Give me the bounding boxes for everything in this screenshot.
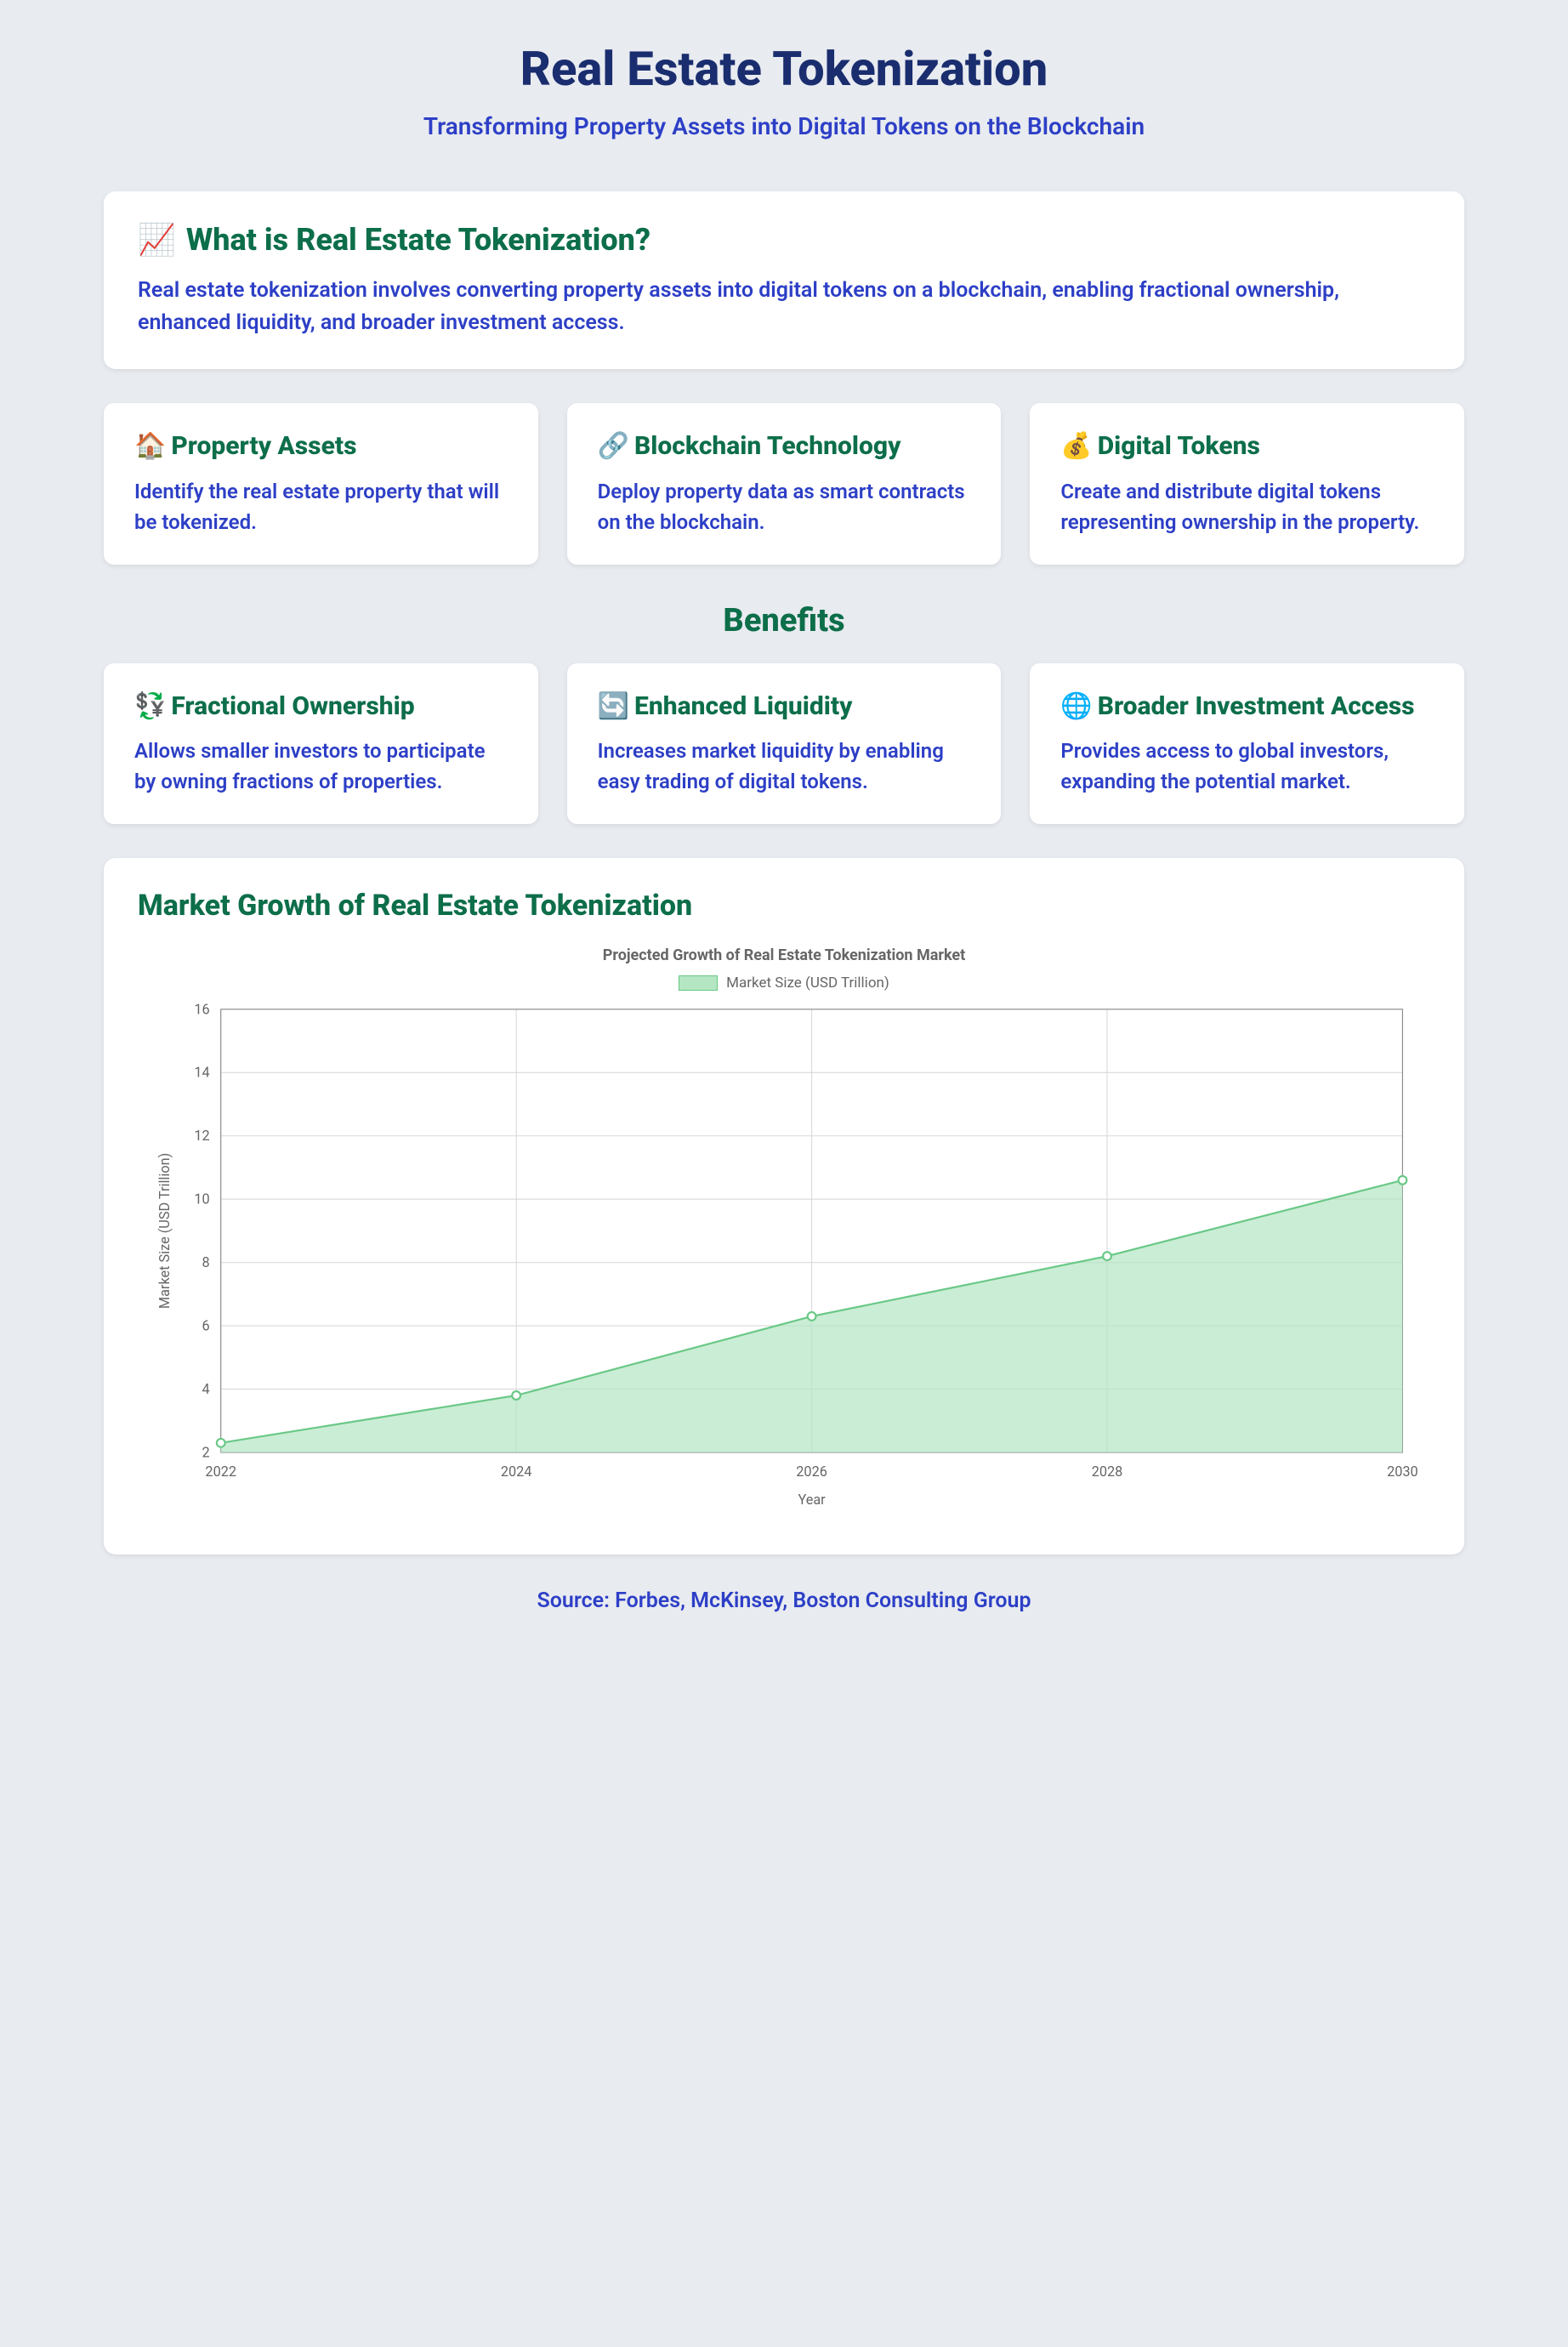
svg-text:4: 4 <box>202 1381 210 1397</box>
chart-card: Market Growth of Real Estate Tokenizatio… <box>104 858 1464 1554</box>
svg-text:2024: 2024 <box>501 1463 532 1480</box>
process-card-text: Create and distribute digital tokens rep… <box>1060 476 1434 537</box>
benefit-card-text: Provides access to global investors, exp… <box>1060 736 1434 797</box>
process-card-title: 🏠Property Assets <box>134 430 508 463</box>
svg-text:10: 10 <box>194 1191 209 1208</box>
svg-text:12: 12 <box>194 1128 209 1144</box>
benefit-card-text: Increases market liquidity by enabling e… <box>598 736 971 797</box>
page-subtitle: Transforming Property Assets into Digita… <box>104 112 1464 140</box>
svg-text:2026: 2026 <box>796 1463 827 1480</box>
chart-subtitle: Projected Growth of Real Estate Tokeniza… <box>138 946 1430 964</box>
process-grid: 🏠Property Assets Identify the real estat… <box>104 403 1464 565</box>
overview-card: 📈 What is Real Estate Tokenization? Real… <box>104 191 1464 369</box>
svg-text:2028: 2028 <box>1092 1463 1123 1480</box>
page-container: Real Estate Tokenization Transforming Pr… <box>104 41 1464 1613</box>
process-title-text: Digital Tokens <box>1098 431 1260 461</box>
legend-label: Market Size (USD Trillion) <box>726 975 889 992</box>
chart-legend: Market Size (USD Trillion) <box>138 975 1430 992</box>
growth-chart: 2 4 6 8 10 12 14 16 2022 2024 2026 2028 2030 Year Mark… <box>138 1000 1430 1517</box>
svg-text:Year: Year <box>798 1492 826 1508</box>
page-title: Real Estate Tokenization <box>104 41 1464 97</box>
svg-text:8: 8 <box>202 1254 210 1270</box>
svg-text:14: 14 <box>194 1065 209 1081</box>
process-card: 🔗Blockchain Technology Deploy property d… <box>567 403 1002 565</box>
process-card-title: 💰Digital Tokens <box>1060 430 1434 463</box>
chart-section-title: Market Growth of Real Estate Tokenizatio… <box>138 889 1430 923</box>
svg-text:2022: 2022 <box>205 1463 236 1480</box>
source-text: Source: Forbes, McKinsey, Boston Consult… <box>104 1588 1464 1613</box>
process-title-text: Blockchain Technology <box>634 431 900 461</box>
process-card: 💰Digital Tokens Create and distribute di… <box>1030 403 1464 565</box>
benefit-card-text: Allows smaller investors to participate … <box>134 736 508 797</box>
money-bag-icon: 💰 <box>1060 431 1092 461</box>
benefit-card-title: 🔄Enhanced Liquidity <box>598 690 971 723</box>
svg-text:Market Size (USD Trillion): Market Size (USD Trillion) <box>156 1153 173 1309</box>
refresh-icon: 🔄 <box>598 691 629 721</box>
process-card-text: Identify the real estate property that w… <box>134 476 508 537</box>
benefit-card: 🌐Broader Investment Access Provides acce… <box>1030 663 1464 825</box>
benefit-card: 💱Fractional Ownership Allows smaller inv… <box>104 663 538 825</box>
process-card: 🏠Property Assets Identify the real estat… <box>104 403 538 565</box>
benefit-card-title: 🌐Broader Investment Access <box>1060 690 1434 723</box>
exchange-icon: 💱 <box>134 691 166 721</box>
legend-swatch <box>679 975 718 991</box>
process-card-text: Deploy property data as smart contracts … <box>598 476 971 537</box>
process-card-title: 🔗Blockchain Technology <box>598 430 971 463</box>
svg-text:6: 6 <box>202 1318 210 1334</box>
overview-title-text: What is Real Estate Tokenization? <box>186 222 650 258</box>
benefit-title-text: Enhanced Liquidity <box>634 691 852 721</box>
link-icon: 🔗 <box>598 431 629 461</box>
benefits-heading: Benefits <box>104 602 1464 639</box>
svg-text:16: 16 <box>194 1001 209 1017</box>
process-title-text: Property Assets <box>171 431 356 461</box>
benefit-card-title: 💱Fractional Ownership <box>134 690 508 723</box>
overview-text: Real estate tokenization involves conver… <box>138 275 1430 338</box>
globe-icon: 🌐 <box>1060 691 1092 721</box>
house-icon: 🏠 <box>134 431 166 461</box>
svg-text:2: 2 <box>202 1444 210 1460</box>
benefit-title-text: Fractional Ownership <box>171 691 414 721</box>
svg-text:2030: 2030 <box>1387 1463 1418 1480</box>
benefit-card: 🔄Enhanced Liquidity Increases market liq… <box>567 663 1002 825</box>
benefits-grid: 💱Fractional Ownership Allows smaller inv… <box>104 663 1464 825</box>
chart-up-icon: 📈 <box>138 222 176 258</box>
overview-title: 📈 What is Real Estate Tokenization? <box>138 222 1430 258</box>
chart-wrap: 2 4 6 8 10 12 14 16 2022 2024 2026 2028 2030 Year Mark… <box>138 1000 1430 1517</box>
benefit-title-text: Broader Investment Access <box>1098 691 1415 721</box>
